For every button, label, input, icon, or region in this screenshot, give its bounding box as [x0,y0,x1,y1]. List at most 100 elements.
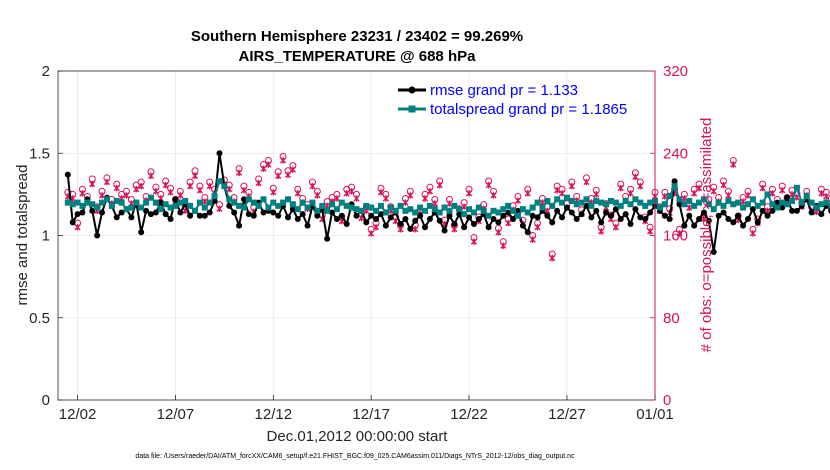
obs-assimilated-point [240,187,248,194]
spread-point [720,202,727,209]
rmse-point [598,219,605,226]
spread-point [578,199,585,206]
spread-point [187,202,194,209]
obs-assimilated-point [191,172,199,180]
obs-assimilated-point [397,226,404,233]
rmse-point [573,216,580,223]
rmse-point [637,214,644,221]
obs-assimilated-point [725,192,732,199]
rmse-point [510,216,517,223]
rmse-point [118,209,125,216]
obs-assimilated-point [74,224,81,231]
spread-point [99,199,106,206]
obs-assimilated-point [485,181,492,189]
rmse-point [412,217,419,224]
spread-point [436,209,443,216]
rmse-point [793,207,800,214]
spread-point [192,207,199,214]
obs-assimilated-point [309,182,316,190]
spread-point [324,207,331,214]
spread-point [813,204,820,211]
rmse-point [436,217,443,224]
y-tick-label: 1 [42,228,50,245]
obs-assimilated-point [593,191,600,198]
spread-point [725,197,732,204]
spread-point [319,202,326,209]
rmse-point [764,212,771,219]
rmse-point [113,214,120,221]
rmse-point [270,209,277,216]
rmse-point [441,227,448,234]
series-layer [64,150,830,262]
x-axis-label: Dec.01,2012 00:00:00 start [267,428,449,445]
spread-point [231,199,238,206]
spread-point [94,204,101,211]
y-tick-label: 0 [42,392,50,409]
spread-point [534,199,541,206]
spread-point [666,193,673,200]
rmse-point [201,212,208,219]
spread-point [177,199,184,206]
obs-assimilated-point [759,185,766,192]
spread-point [397,202,404,209]
rmse-point [666,216,673,223]
x-tick-label: 12/12 [255,406,293,423]
spread-point [744,201,751,208]
rmse-point [818,211,825,218]
obs-assimilated-point [769,190,776,197]
obs-assimilated-point [226,186,233,193]
rmse-point [294,216,301,223]
spread-point [270,199,277,206]
grid [58,71,655,400]
rmse-point [529,212,536,219]
rmse-point [544,212,551,219]
spread-point [691,202,698,209]
obs-assimilated-point [500,242,507,249]
obs-assimilated-point [206,182,213,190]
spread-point [353,206,360,213]
rmse-point [299,211,306,218]
obs-assimilated-point [524,190,531,197]
rmse-point [779,204,786,211]
rmse-point [250,212,257,219]
rmse-point [808,209,815,216]
spread-point [333,206,340,213]
obs-assimilated-point [749,230,756,237]
obs-assimilated-point [138,182,145,190]
rmse-point [89,207,96,214]
obs-assimilated-point [695,185,703,192]
chart-subtitle: AIRS_TEMPERATURE @ 688 hPa [239,48,477,65]
obs-assimilated-point [627,190,634,197]
spread-point [255,202,262,209]
rmse-point [774,199,781,206]
obs-assimilated-point [133,186,140,193]
y2-tick-label: 240 [663,145,688,162]
obs-assimilated-point [314,192,321,199]
rmse-point [187,212,194,219]
rmse-point [128,214,135,221]
rmse-point [284,214,291,221]
rmse-point [500,212,507,219]
spread-point [779,199,786,206]
spread-point [358,207,365,214]
rmse-point [505,209,512,216]
rmse-point [632,206,639,213]
obs-assimilated-point [113,185,120,192]
rmse-point [475,216,482,223]
spread-point [529,204,536,211]
spread-point [108,202,115,209]
rmse-point [607,212,614,219]
rmse-point [226,202,233,209]
spread-point [426,202,433,209]
spread-point [749,196,756,203]
rmse-point [715,212,722,219]
rmse-point [446,212,453,219]
obs-assimilated-point [407,192,414,199]
rmse-point [236,222,243,229]
spread-point [172,202,179,209]
obs-assimilated-point [730,161,737,168]
spread-point [622,197,629,204]
rmse-point [324,235,331,242]
obs-assimilated-point [598,228,605,235]
obs-assimilated-point [216,205,223,212]
